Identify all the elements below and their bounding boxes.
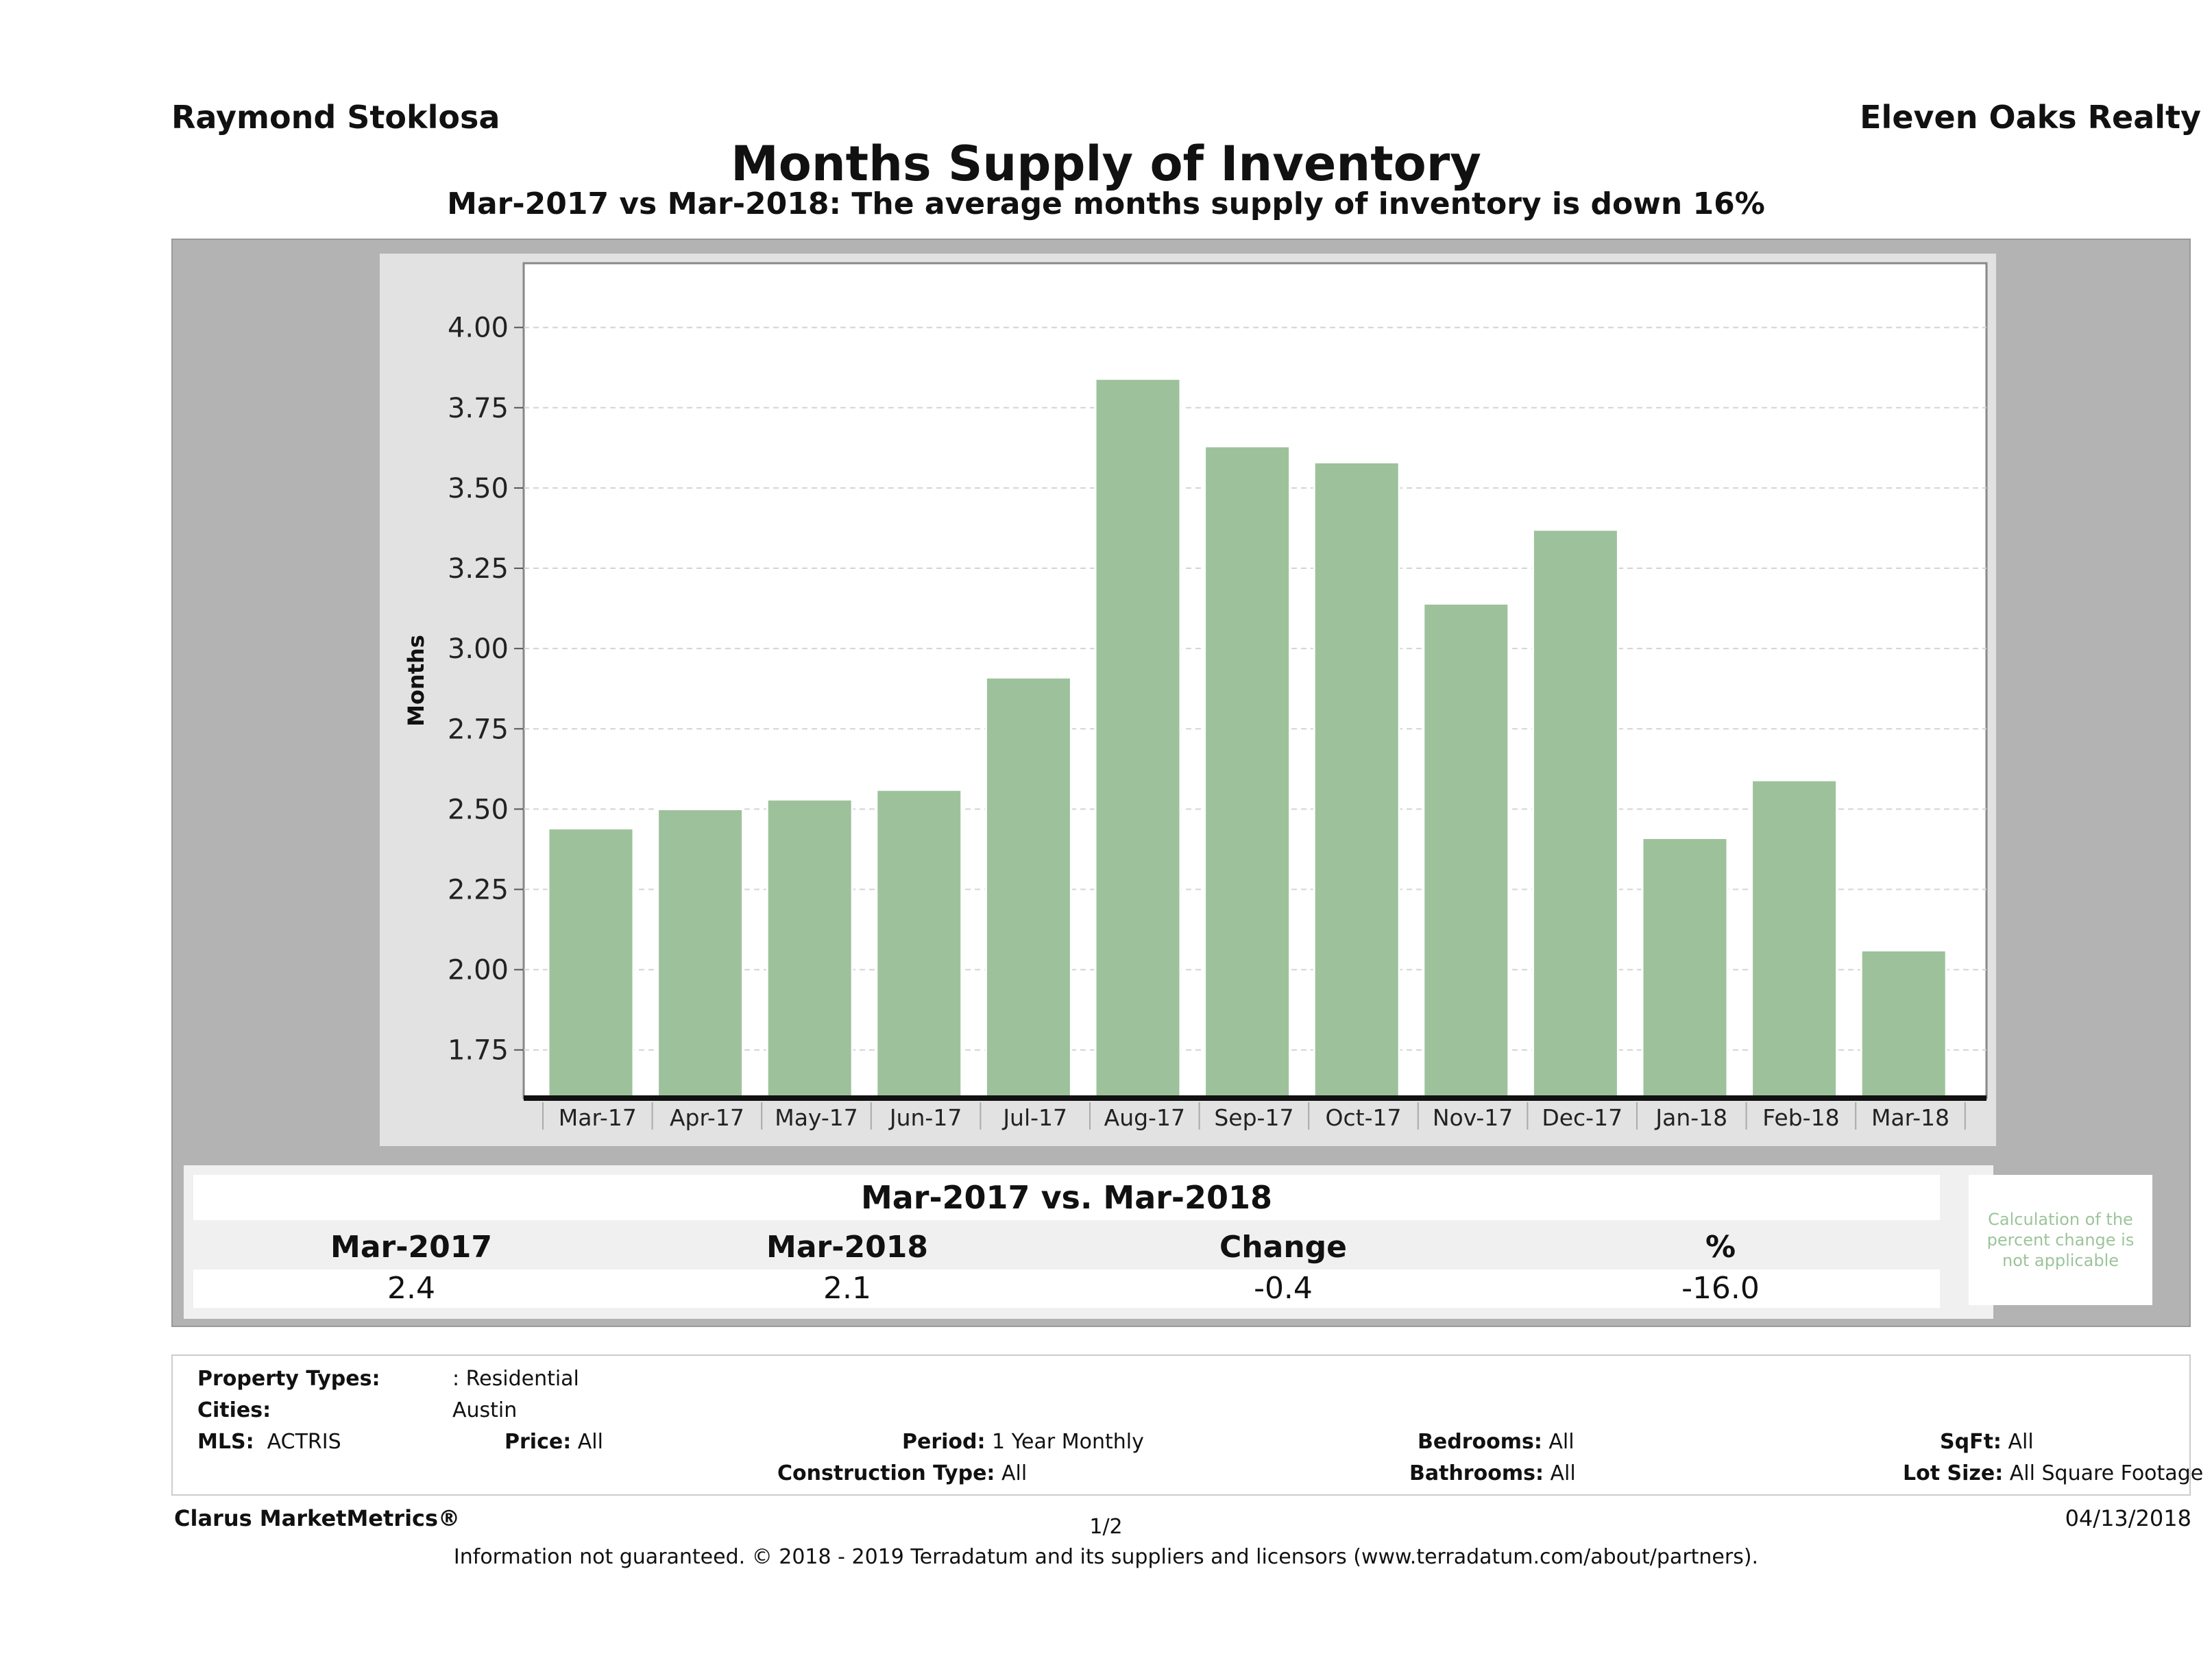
y-tick-label: 3.00 <box>448 633 509 665</box>
footer-page-number: 1/2 <box>1089 1515 1123 1539</box>
stats-title: Mar-2017 vs. Mar-2018 <box>193 1175 1940 1220</box>
percent-note: Calculation of the percent change is not… <box>1969 1175 2152 1305</box>
x-tick-label: May-17 <box>775 1104 858 1131</box>
x-tick-label: Aug-17 <box>1104 1104 1185 1131</box>
stats-header-end: Mar-2018 <box>766 1230 928 1265</box>
filter-bathrooms: Bathrooms: All <box>1409 1461 1576 1485</box>
y-tick-label: 2.25 <box>448 875 509 906</box>
x-tick-label: Oct-17 <box>1326 1104 1402 1131</box>
page-title: Months Supply of Inventory <box>731 136 1481 192</box>
stats-header-change: Change <box>1219 1230 1347 1265</box>
bar-feb-18 <box>1751 779 1838 1099</box>
filter-lot-size: Lot Size: All Square Footage <box>1903 1461 2204 1485</box>
x-tick-label: Feb-18 <box>1762 1104 1839 1131</box>
footer-date: 04/13/2018 <box>2065 1505 2191 1531</box>
bar-mar-17 <box>547 827 635 1099</box>
bar-aug-17 <box>1094 378 1182 1099</box>
filter-sqft: SqFt: All <box>1940 1430 2034 1454</box>
x-tick-label: Apr-17 <box>670 1104 744 1131</box>
stats-value-start: 2.4 <box>387 1271 435 1306</box>
x-tick-label: Nov-17 <box>1433 1104 1513 1131</box>
y-axis-label: Months <box>403 635 429 727</box>
bar-oct-17 <box>1313 461 1400 1099</box>
filter-property-types-value: : Residential <box>452 1367 579 1391</box>
brokerage-name: Eleven Oaks Realty <box>1860 99 2201 136</box>
stats-value-percent: -16.0 <box>1681 1271 1760 1306</box>
y-tick-label: 3.50 <box>448 473 509 504</box>
footer-disclaimer: Information not guaranteed. © 2018 - 201… <box>453 1545 1759 1569</box>
stats-header-percent: % <box>1705 1230 1736 1265</box>
page-subtitle: Mar-2017 vs Mar-2018: The average months… <box>447 186 1765 221</box>
bar-may-17 <box>766 798 853 1099</box>
stats-values-row <box>193 1269 1940 1308</box>
bar-sep-17 <box>1204 445 1291 1099</box>
y-tick-label: 2.00 <box>448 955 509 986</box>
bar-apr-17 <box>657 807 744 1099</box>
filter-bedrooms: Bedrooms: All <box>1418 1430 1575 1454</box>
x-tick-label: Jul-17 <box>1001 1104 1067 1131</box>
y-tick-label: 3.75 <box>448 393 509 424</box>
x-tick-label: Jan-18 <box>1654 1104 1727 1131</box>
x-tick-label: Mar-18 <box>1871 1104 1949 1131</box>
stats-value-change: -0.4 <box>1254 1271 1313 1306</box>
x-tick-label: Jun-17 <box>888 1104 962 1131</box>
y-tick-label: 1.75 <box>448 1035 509 1067</box>
bar-nov-17 <box>1422 603 1510 1099</box>
bar-dec-17 <box>1531 528 1619 1099</box>
filter-construction: Construction Type: All <box>777 1461 1028 1485</box>
y-tick-label: 2.75 <box>448 714 509 745</box>
filters-box <box>171 1354 2191 1496</box>
agent-name: Raymond Stoklosa <box>171 99 500 136</box>
stats-header-start: Mar-2017 <box>330 1230 492 1265</box>
y-tick-label: 2.50 <box>448 794 509 825</box>
bar-jul-17 <box>984 676 1072 1099</box>
footer-brand: Clarus MarketMetrics® <box>174 1505 461 1531</box>
filter-price: Price: All <box>505 1430 603 1454</box>
bar-jun-17 <box>875 788 963 1099</box>
bar-mar-18 <box>1860 949 1947 1099</box>
bar-chart: 1.75 2.00 2.25 2.50 2.75 3.00 3.25 3.50 3.75 4.00… <box>403 262 1988 1131</box>
y-tick-label: 3.25 <box>448 553 509 585</box>
x-tick-label: Dec-17 <box>1542 1104 1622 1131</box>
filter-period: Period: 1 Year Monthly <box>902 1430 1144 1454</box>
filter-cities-value: Austin <box>452 1398 518 1422</box>
filter-cities: Cities: <box>197 1398 271 1422</box>
stats-value-end: 2.1 <box>823 1271 871 1306</box>
filter-mls: MLS: ACTRIS <box>197 1430 341 1454</box>
bar-jan-18 <box>1641 837 1729 1099</box>
y-tick-label: 4.00 <box>448 313 509 344</box>
x-tick-label: Mar-17 <box>559 1104 637 1131</box>
x-tick-label: Sep-17 <box>1214 1104 1293 1131</box>
filter-property-types: Property Types: <box>197 1367 380 1391</box>
